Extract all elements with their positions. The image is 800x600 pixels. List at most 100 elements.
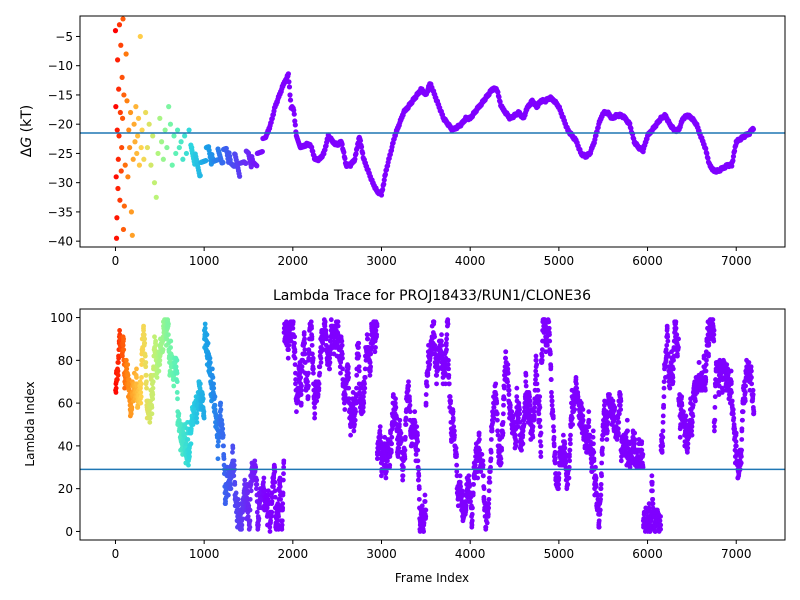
top-y-axis-tick-label: −20 xyxy=(48,118,73,132)
bottom-point xyxy=(252,458,258,464)
top-trace-point xyxy=(704,150,710,157)
bottom-point xyxy=(248,488,254,494)
bottom-point xyxy=(205,340,211,346)
top-point xyxy=(113,104,119,110)
bottom-point xyxy=(188,426,194,432)
bottom-point xyxy=(374,332,380,338)
bottom-point xyxy=(176,411,182,417)
bottom-point xyxy=(317,370,323,376)
top-trace-point xyxy=(286,79,292,85)
top-point xyxy=(120,16,126,22)
bottom-point xyxy=(570,422,576,427)
bottom-point xyxy=(703,368,709,374)
bottom-point xyxy=(274,518,280,524)
bottom-point xyxy=(342,407,348,412)
bottom-point xyxy=(486,496,492,502)
bottom-point xyxy=(649,479,655,485)
bottom-point xyxy=(434,372,440,378)
bottom-point xyxy=(658,522,664,528)
bottom-point xyxy=(142,353,148,359)
bottom-point xyxy=(527,394,532,400)
top-point xyxy=(112,28,119,34)
bottom-point xyxy=(367,360,373,365)
bottom-point xyxy=(138,394,144,400)
bottom-point xyxy=(505,366,511,372)
bottom-point xyxy=(617,392,623,397)
bottom-point xyxy=(684,449,690,455)
bottom-point xyxy=(150,396,156,402)
bottom-point xyxy=(537,404,543,410)
bottom-point xyxy=(729,398,735,404)
bottom-point xyxy=(446,366,451,372)
bottom-point xyxy=(494,411,500,417)
bottom-point xyxy=(469,522,475,528)
top-point xyxy=(174,127,181,133)
top-point xyxy=(122,162,128,168)
bottom-point xyxy=(507,402,513,408)
bottom-point xyxy=(153,342,159,348)
bottom-point xyxy=(398,437,404,442)
bottom-point xyxy=(122,385,128,391)
bottom-point xyxy=(679,402,685,408)
bottom-point xyxy=(302,347,308,353)
bottom-point xyxy=(312,404,317,410)
top-x-axis: 0 1000 2000 3000 4000 5000 6000 7000 xyxy=(112,247,752,268)
top-trace-point xyxy=(382,171,388,178)
bottom-point xyxy=(342,392,348,397)
bottom-point xyxy=(710,317,716,323)
bottom-point xyxy=(173,364,179,370)
bottom-point xyxy=(549,394,555,400)
bottom-point xyxy=(138,381,144,387)
top-point xyxy=(138,144,144,151)
bottom-point xyxy=(340,355,345,361)
top-x-axis-tick-label: 7000 xyxy=(721,254,752,268)
bottom-point xyxy=(362,375,368,380)
top-y-axis-label: ΔG (kT) xyxy=(19,105,35,157)
bottom-point xyxy=(549,398,555,404)
bottom-point xyxy=(515,415,521,421)
bottom-point xyxy=(548,377,554,382)
bottom-point xyxy=(543,323,548,329)
bottom-point xyxy=(537,424,543,430)
top-y-axis-tick-label: −40 xyxy=(48,235,73,249)
bottom-point xyxy=(616,432,621,438)
bottom-point xyxy=(139,362,145,368)
bottom-point xyxy=(398,430,404,436)
top-trace-point xyxy=(703,146,709,152)
bottom-point xyxy=(230,449,235,455)
bottom-point xyxy=(308,319,314,325)
bottom-point xyxy=(439,342,445,348)
bottom-point xyxy=(618,458,624,464)
bottom-point xyxy=(292,362,298,368)
bottom-point xyxy=(151,372,156,378)
bottom-point xyxy=(254,477,260,483)
bottom-point xyxy=(546,325,552,331)
bottom-point xyxy=(352,417,358,423)
bottom-point xyxy=(353,394,359,400)
top-point xyxy=(169,162,175,168)
bottom-point xyxy=(506,383,511,389)
bottom-point xyxy=(670,379,676,385)
top-point xyxy=(124,98,130,104)
bottom-point xyxy=(143,360,149,365)
bottom-point xyxy=(615,415,621,421)
bottom-point xyxy=(452,432,457,438)
bottom-point xyxy=(134,375,139,380)
bottom-point xyxy=(593,475,599,481)
bottom-point xyxy=(423,507,429,513)
bottom-point xyxy=(616,419,622,425)
bottom-point xyxy=(520,432,526,438)
bottom-point xyxy=(486,501,492,507)
bottom-point xyxy=(702,387,708,393)
bottom-point xyxy=(444,347,449,353)
bottom-point xyxy=(439,338,444,344)
bottom-point xyxy=(147,415,153,421)
bottom-point xyxy=(640,452,646,457)
bottom-point xyxy=(280,505,286,511)
top-point xyxy=(173,150,179,157)
bottom-point xyxy=(138,390,144,395)
top-trace-point xyxy=(248,164,254,170)
bottom-point xyxy=(407,398,413,404)
bottom-point xyxy=(671,357,676,363)
bottom-point xyxy=(395,454,401,459)
